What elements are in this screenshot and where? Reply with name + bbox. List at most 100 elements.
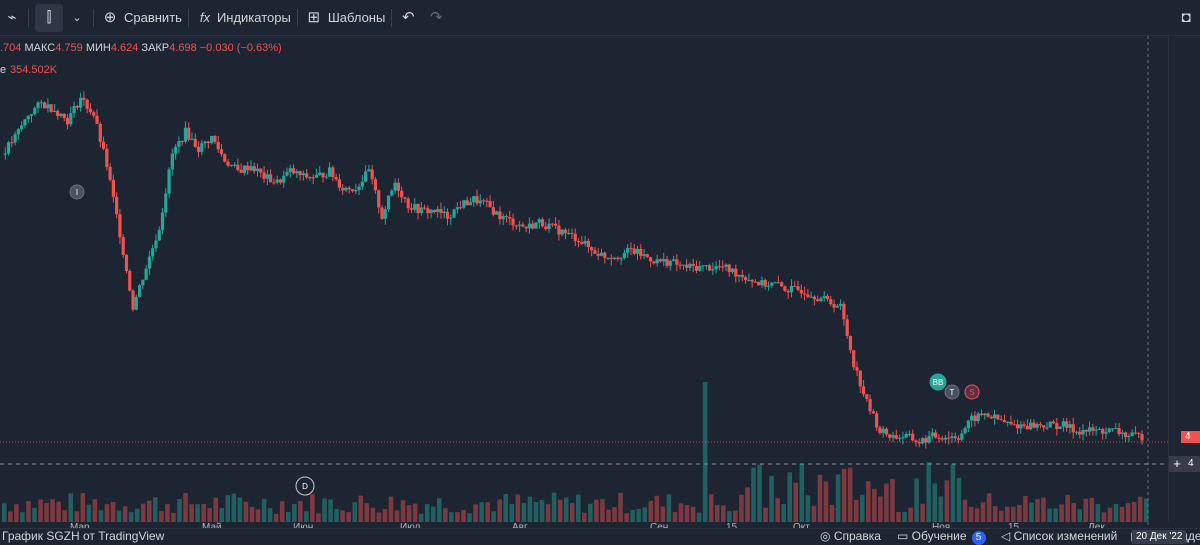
- candle-body: [88, 108, 93, 113]
- undo-button[interactable]: ↶: [398, 0, 418, 35]
- candle-body: [983, 413, 987, 416]
- low-value: 4.624: [110, 42, 139, 54]
- volume-bar: [563, 497, 569, 522]
- candle-body: [272, 182, 276, 184]
- candle-body: [878, 427, 882, 433]
- event-marker-t-label: T: [950, 388, 955, 397]
- candle-body: [665, 259, 669, 266]
- candle-body: [812, 296, 817, 300]
- volume-bar: [32, 507, 37, 522]
- volume-bar: [745, 487, 750, 522]
- volume-bar: [382, 508, 388, 522]
- price-chart[interactable]: I D BB T S: [0, 36, 1168, 528]
- candle-body: [1117, 428, 1121, 434]
- candle-body: [305, 173, 309, 178]
- volume-bar: [455, 512, 460, 522]
- candle-body: [154, 240, 158, 249]
- candle-body: [770, 282, 774, 286]
- event-marker-i-circle: [69, 184, 85, 200]
- candle-body: [652, 261, 656, 264]
- redo-button[interactable]: ↷: [426, 0, 446, 35]
- volume-bar: [920, 503, 925, 522]
- volume-bar: [600, 499, 605, 522]
- video-icon: ▭: [897, 529, 912, 543]
- candle-body: [187, 127, 191, 140]
- event-marker-dividend-circle: [295, 476, 315, 496]
- help-icon: ◎: [820, 529, 834, 543]
- price-scale[interactable]: 4 + 4: [1168, 36, 1200, 522]
- templates-button[interactable]: ⊞ Шаблоны: [304, 0, 386, 35]
- candle-body: [537, 219, 541, 223]
- candle-body: [881, 428, 885, 433]
- candle-body: [531, 223, 535, 229]
- event-marker-i-label: I: [76, 188, 78, 197]
- volume-bar: [962, 499, 968, 522]
- volume-bar: [630, 509, 635, 522]
- crosshair-add-icon[interactable]: +: [1169, 456, 1185, 472]
- candle-body: [825, 295, 830, 300]
- candle-body: [180, 141, 184, 143]
- candle-body: [432, 209, 437, 213]
- camera-button[interactable]: ◘: [1176, 0, 1196, 35]
- candle-body: [612, 257, 617, 259]
- candle-body: [730, 268, 735, 273]
- candle-body: [547, 223, 551, 230]
- candle-body: [367, 169, 371, 172]
- volume-bar: [231, 493, 237, 522]
- candle-body: [570, 232, 574, 234]
- volume-bar: [424, 504, 430, 522]
- chart-type-icon[interactable]: ⌁: [7, 8, 17, 26]
- learning-button[interactable]: ▭ Обучение 5: [897, 529, 986, 545]
- help-button[interactable]: ◎ Справка: [820, 529, 881, 543]
- candle-body: [327, 167, 332, 177]
- candle-body: [953, 436, 957, 439]
- volume-bar: [304, 511, 309, 522]
- candle-body: [501, 216, 505, 220]
- candle-body: [934, 432, 938, 438]
- candle-body: [219, 149, 224, 155]
- changelog-button[interactable]: ◁ Список изменений: [1001, 529, 1117, 543]
- candle-body: [750, 279, 754, 282]
- candle-body: [511, 218, 515, 226]
- candle-body: [478, 200, 482, 204]
- volume-bar: [128, 512, 134, 522]
- chevron-down-icon[interactable]: ⌄: [72, 11, 82, 24]
- candle-body: [744, 277, 748, 281]
- compare-button[interactable]: ⊕ Сравнить: [100, 0, 182, 35]
- candle-body: [799, 289, 803, 294]
- candle-body: [599, 252, 604, 256]
- crosshair-price-label: 4: [1185, 456, 1200, 472]
- volume-bar: [775, 498, 780, 522]
- chart-attribution[interactable]: График SGZH от TradingView: [2, 529, 165, 543]
- indicators-button[interactable]: fx Индикаторы: [195, 0, 291, 35]
- candle-body: [429, 209, 433, 214]
- volume-bar: [521, 503, 527, 522]
- candle-body: [943, 437, 948, 440]
- candle-body: [485, 200, 489, 202]
- volume-bar: [1029, 502, 1034, 522]
- candle-body: [642, 254, 646, 256]
- candle-body: [563, 229, 568, 234]
- candle-body: [773, 282, 777, 284]
- volume-bar: [690, 506, 696, 522]
- volume-bar: [835, 474, 841, 522]
- candle-body: [576, 240, 581, 243]
- volume-bar: [376, 512, 382, 522]
- volume-bar: [479, 502, 484, 522]
- candle-body: [1104, 431, 1108, 434]
- volume-bar: [80, 492, 86, 522]
- candle-body: [852, 350, 856, 368]
- candle-body: [216, 141, 220, 150]
- time-axis[interactable]: Мар Май Июн Июл Авг Сен 15 Окт Ноя 15 Дек: [0, 522, 1168, 544]
- templates-icon: ⊞: [307, 8, 321, 26]
- candles-button[interactable]: ⫿: [35, 0, 63, 35]
- candle-body: [75, 105, 79, 108]
- candle-body: [141, 279, 145, 286]
- toolbar-divider: [28, 8, 29, 27]
- volume-bar: [793, 482, 799, 522]
- candle-body: [1022, 424, 1026, 426]
- volume-bar: [243, 501, 249, 522]
- candle-body: [1137, 433, 1141, 435]
- candle-body: [861, 386, 866, 395]
- volume-bar: [980, 502, 986, 522]
